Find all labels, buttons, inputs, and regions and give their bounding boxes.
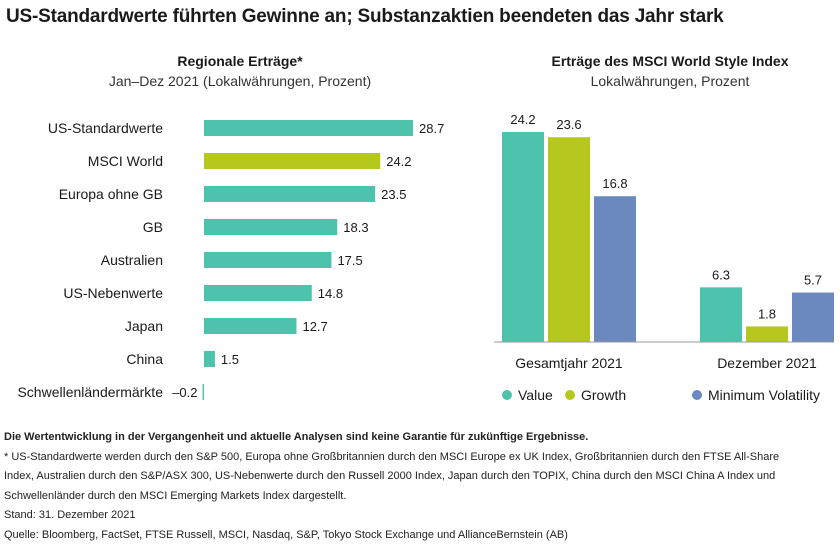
- data-label: 23.6: [556, 117, 581, 132]
- bar: [203, 384, 205, 400]
- bar: [700, 287, 742, 342]
- data-label: 23.5: [381, 187, 406, 202]
- data-label: 24.2: [510, 112, 535, 127]
- category-label: US-Nebenwerte: [63, 285, 163, 301]
- data-label: 14.8: [318, 286, 343, 301]
- data-label: 18.3: [343, 220, 368, 235]
- footnote-line: * US-Standardwerte werden durch den S&P …: [4, 448, 836, 468]
- footnotes: Die Wertentwicklung in der Vergangenheit…: [4, 428, 836, 545]
- style-index-chart: 24.2 23.6 16.8 Gesamtjahr 2021 6.3 1.8 5.7 Deze…: [480, 100, 840, 410]
- bar: [746, 326, 788, 342]
- bar: [204, 186, 375, 202]
- bar: [594, 196, 636, 342]
- bar: [204, 153, 380, 169]
- data-label: 16.8: [602, 176, 627, 191]
- data-label: –0.2: [172, 385, 197, 400]
- data-label: 1.8: [758, 306, 776, 321]
- left-chart-subtitle: Jan–Dez 2021 (Lokalwährungen, Prozent): [55, 73, 425, 89]
- legend-swatch: [692, 390, 702, 400]
- bar: [204, 252, 331, 268]
- bar: [792, 293, 834, 342]
- bar: [204, 351, 215, 367]
- legend-swatch: [565, 390, 575, 400]
- bar: [204, 285, 312, 301]
- data-label: 1.5: [221, 352, 239, 367]
- legend-label: Growth: [581, 387, 626, 403]
- data-label: 24.2: [386, 154, 411, 169]
- legend-label: Minimum Volatility: [708, 387, 820, 403]
- data-label: 28.7: [419, 121, 444, 136]
- bar: [204, 318, 296, 334]
- footnote-line: Index, Australien durch den S&P/ASX 300,…: [4, 467, 836, 487]
- category-label: China: [126, 351, 163, 367]
- page-title: US-Standardwerte führten Gewinne an; Sub…: [6, 6, 724, 28]
- category-label: US-Standardwerte: [48, 120, 163, 136]
- source-note: Quelle: Bloomberg, FactSet, FTSE Russell…: [4, 526, 836, 545]
- right-chart-title: Erträge des MSCI World Style Index: [520, 53, 820, 69]
- bar: [548, 137, 590, 342]
- as-of-date: Stand: 31. Dezember 2021: [4, 506, 836, 526]
- right-chart-subtitle: Lokalwährungen, Prozent: [560, 73, 780, 89]
- legend-label: Value: [518, 387, 553, 403]
- footnote-line: Schwellenländer durch den MSCI Emerging …: [4, 487, 836, 507]
- disclaimer: Die Wertentwicklung in der Vergangenheit…: [4, 428, 836, 448]
- category-label: Japan: [125, 318, 163, 334]
- bar: [204, 120, 413, 136]
- category-label: Gesamtjahr 2021: [515, 355, 623, 371]
- regional-returns-chart: US-Standardwerte 28.7 MSCI World 24.2 Europa…: [0, 110, 460, 410]
- bar: [204, 219, 337, 235]
- category-label: MSCI World: [88, 153, 163, 169]
- category-label: Dezember 2021: [717, 355, 817, 371]
- category-label: Schwellenländermärkte: [17, 384, 163, 400]
- data-label: 5.7: [804, 273, 822, 288]
- left-chart-title: Regionale Erträge*: [110, 53, 370, 69]
- data-label: 17.5: [337, 253, 362, 268]
- data-label: 6.3: [712, 267, 730, 282]
- legend-swatch: [502, 390, 512, 400]
- category-label: GB: [143, 219, 163, 235]
- data-label: 12.7: [302, 319, 327, 334]
- category-label: Australien: [101, 252, 163, 268]
- bar: [502, 132, 544, 342]
- category-label: Europa ohne GB: [59, 186, 163, 202]
